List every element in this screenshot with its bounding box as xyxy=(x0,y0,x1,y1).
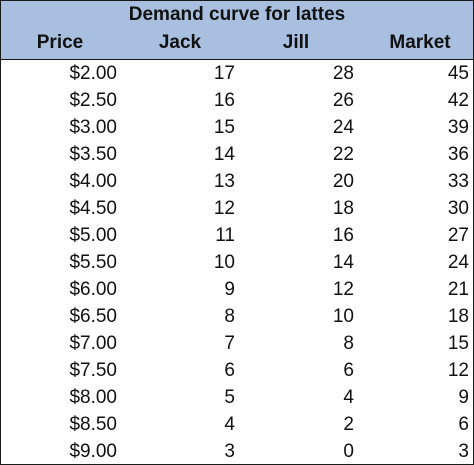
jill-cell: 12 xyxy=(332,279,354,300)
jack-cell: 14 xyxy=(213,144,235,165)
header-jack: Jack xyxy=(158,32,202,53)
jill-cell: 4 xyxy=(343,387,354,408)
header-jill: Jill xyxy=(282,32,310,53)
table-row: $9.00 3 0 3 xyxy=(1,438,473,465)
table-row: $5.50 10 14 24 xyxy=(1,249,473,276)
table-row: $4.00 13 20 33 xyxy=(1,168,473,195)
jill-cell: 24 xyxy=(332,117,354,138)
table-row: $3.50 14 22 36 xyxy=(1,141,473,168)
market-cell: 30 xyxy=(447,198,469,219)
jill-cell: 0 xyxy=(343,441,354,462)
market-cell: 12 xyxy=(447,360,469,381)
market-cell: 9 xyxy=(458,387,469,408)
market-cell: 18 xyxy=(447,306,469,327)
jill-cell: 20 xyxy=(332,171,354,192)
jill-cell: 14 xyxy=(332,252,354,273)
jack-cell: 7 xyxy=(224,333,235,354)
table-row: $5.00 11 16 27 xyxy=(1,222,473,249)
market-cell: 6 xyxy=(458,414,469,435)
jill-cell: 6 xyxy=(343,360,354,381)
table-title: Demand curve for lattes xyxy=(128,4,346,25)
jill-cell: 22 xyxy=(332,144,354,165)
jack-cell: 4 xyxy=(224,414,235,435)
price-cell: $2.00 xyxy=(69,63,117,84)
price-cell: $3.50 xyxy=(69,144,117,165)
jill-cell: 18 xyxy=(332,198,354,219)
price-cell: $2.50 xyxy=(69,90,117,111)
market-cell: 39 xyxy=(447,117,469,138)
price-cell: $3.00 xyxy=(69,117,117,138)
market-cell: 15 xyxy=(447,333,469,354)
table-row: $6.50 8 10 18 xyxy=(1,303,473,330)
table-header: Demand curve for lattes Price Jack Jill … xyxy=(1,1,473,60)
jill-cell: 8 xyxy=(343,333,354,354)
market-cell: 24 xyxy=(447,252,469,273)
jack-cell: 6 xyxy=(224,360,235,381)
jack-cell: 16 xyxy=(213,90,235,111)
header-market: Market xyxy=(389,32,451,53)
table-row: $8.00 5 4 9 xyxy=(1,384,473,411)
market-cell: 45 xyxy=(447,63,469,84)
jack-cell: 12 xyxy=(213,198,235,219)
jill-cell: 28 xyxy=(332,63,354,84)
market-cell: 21 xyxy=(447,279,469,300)
jack-cell: 15 xyxy=(213,117,235,138)
price-cell: $7.00 xyxy=(69,333,117,354)
header-price: Price xyxy=(36,32,84,53)
table-body: $2.00 17 28 45 $2.50 16 26 42 $3.00 15 24 39 $3.50 14… xyxy=(1,60,473,465)
jack-cell: 3 xyxy=(224,441,235,462)
price-cell: $5.50 xyxy=(69,252,117,273)
jill-cell: 26 xyxy=(332,90,354,111)
price-cell: $4.00 xyxy=(69,171,117,192)
price-cell: $6.00 xyxy=(69,279,117,300)
jill-cell: 2 xyxy=(343,414,354,435)
jack-cell: 11 xyxy=(215,225,235,246)
price-cell: $6.50 xyxy=(69,306,117,327)
jack-cell: 8 xyxy=(224,306,235,327)
price-cell: $7.50 xyxy=(69,360,117,381)
table-row: $6.00 9 12 21 xyxy=(1,276,473,303)
price-cell: $8.50 xyxy=(69,414,117,435)
price-cell: $4.50 xyxy=(69,198,117,219)
table-row: $2.00 17 28 45 xyxy=(1,60,473,87)
table-row: $7.00 7 8 15 xyxy=(1,330,473,357)
market-cell: 36 xyxy=(447,144,469,165)
market-cell: 27 xyxy=(447,225,469,246)
table-row: $4.50 12 18 30 xyxy=(1,195,473,222)
jack-cell: 10 xyxy=(213,252,235,273)
jill-cell: 16 xyxy=(332,225,354,246)
table-row: $7.50 6 6 12 xyxy=(1,357,473,384)
jill-cell: 10 xyxy=(332,306,354,327)
jack-cell: 9 xyxy=(224,279,235,300)
jack-cell: 5 xyxy=(224,387,235,408)
table-row: $8.50 4 2 6 xyxy=(1,411,473,438)
market-cell: 33 xyxy=(447,171,469,192)
table-row: $3.00 15 24 39 xyxy=(1,114,473,141)
price-cell: $9.00 xyxy=(69,441,117,462)
table-row: $2.50 16 26 42 xyxy=(1,87,473,114)
market-cell: 42 xyxy=(447,90,469,111)
price-cell: $8.00 xyxy=(69,387,117,408)
market-cell: 3 xyxy=(458,441,469,462)
jack-cell: 17 xyxy=(213,63,235,84)
price-cell: $5.00 xyxy=(69,225,117,246)
jack-cell: 13 xyxy=(213,171,235,192)
